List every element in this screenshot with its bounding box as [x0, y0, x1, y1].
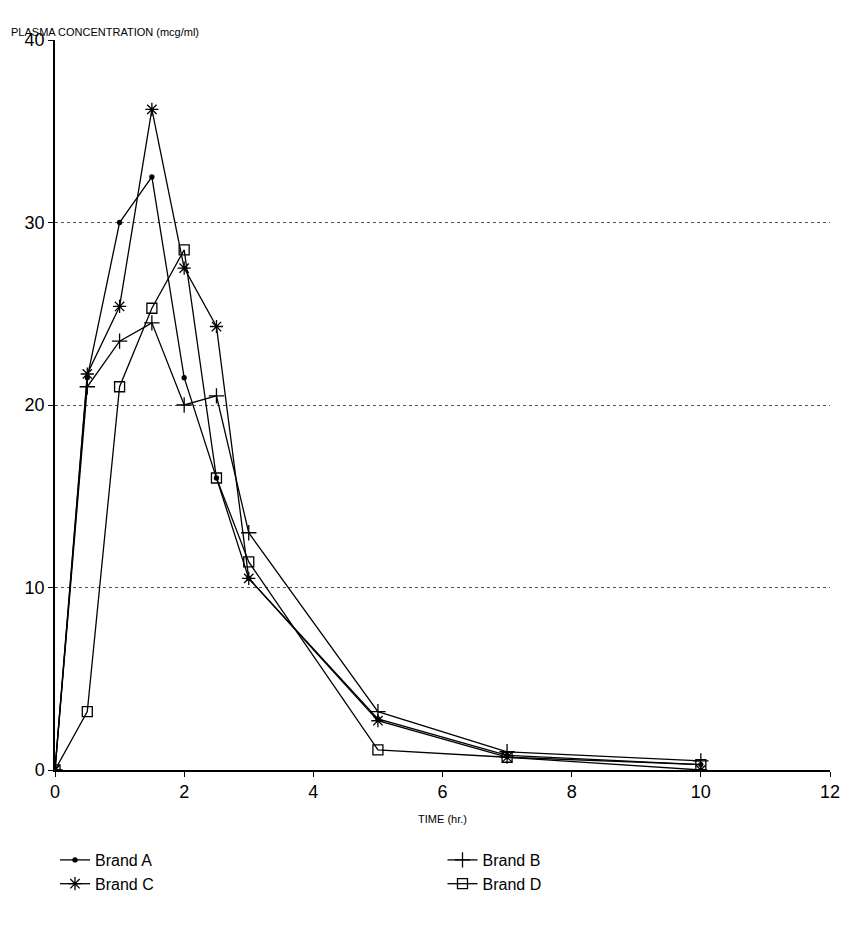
svg-text:20: 20	[25, 395, 45, 415]
svg-text:TIME (hr.): TIME (hr.)	[418, 813, 467, 825]
svg-text:Brand A: Brand A	[95, 852, 152, 869]
svg-text:10: 10	[25, 578, 45, 598]
svg-text:Brand C: Brand C	[95, 876, 154, 893]
svg-text:6: 6	[437, 782, 447, 802]
svg-text:2: 2	[179, 782, 189, 802]
svg-text:8: 8	[567, 782, 577, 802]
svg-text:Brand B: Brand B	[483, 852, 541, 869]
svg-text:0: 0	[35, 760, 45, 780]
svg-text:0: 0	[50, 782, 60, 802]
svg-text:4: 4	[308, 782, 318, 802]
svg-text:Brand D: Brand D	[483, 876, 542, 893]
svg-text:10: 10	[691, 782, 711, 802]
svg-text:12: 12	[820, 782, 840, 802]
svg-text:30: 30	[25, 213, 45, 233]
svg-text:PLASMA CONCENTRATION (mcg/ml): PLASMA CONCENTRATION (mcg/ml)	[11, 26, 199, 38]
svg-text:40: 40	[25, 30, 45, 50]
